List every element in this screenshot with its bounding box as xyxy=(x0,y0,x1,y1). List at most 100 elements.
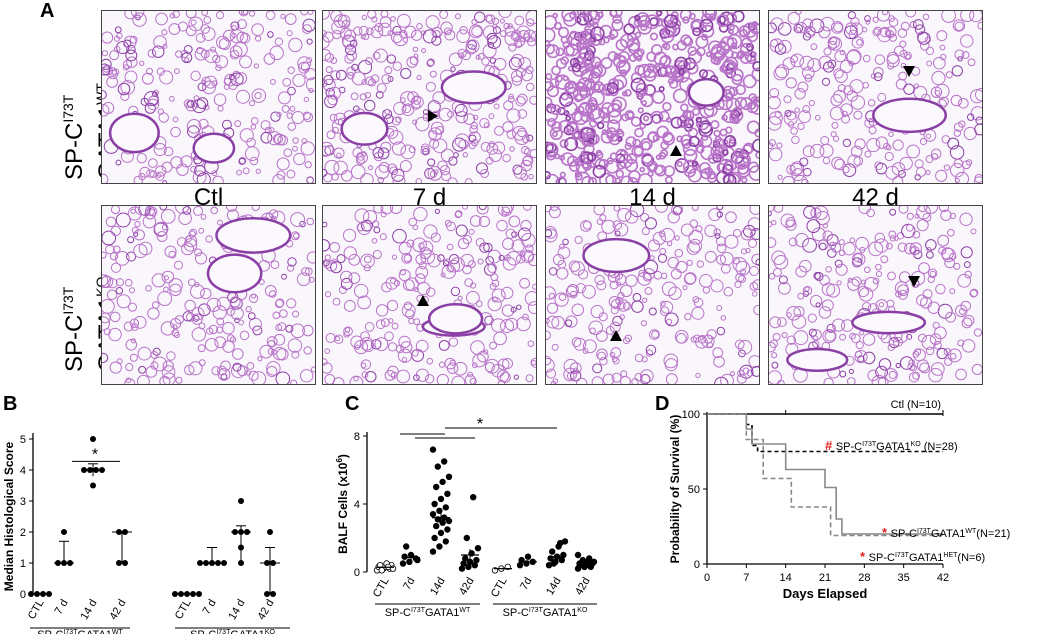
y-tick-label: 1 xyxy=(20,558,26,570)
timepoint-label-14d: 14 d xyxy=(629,184,676,211)
panel-label-d: D xyxy=(655,393,670,415)
histology-image-wt-ctl xyxy=(101,10,316,184)
x-tick-label: 7 d xyxy=(53,598,71,617)
data-point xyxy=(172,591,178,597)
data-point xyxy=(406,558,413,565)
arrowhead-marker xyxy=(908,276,920,287)
x-tick-label: 7d xyxy=(518,576,535,593)
panel-label-b: B xyxy=(3,393,18,415)
data-point xyxy=(574,551,582,559)
x-tick-label: CTL xyxy=(173,598,194,622)
data-point xyxy=(264,591,270,597)
data-point xyxy=(474,544,482,552)
y-tick-label: 3 xyxy=(20,496,26,508)
data-point xyxy=(461,555,469,562)
chart-b-histological-score: 0 1 2 3 4 5 Median Histological Score CTL 7 d 14 … xyxy=(2,433,290,634)
x-tick-label: 7 d xyxy=(201,598,219,617)
x-tick-label: 14 d xyxy=(226,598,247,623)
data-point xyxy=(270,591,276,597)
data-point xyxy=(444,526,451,533)
x-tick-label: 7d xyxy=(401,576,418,593)
x-tick-label: 14 d xyxy=(78,598,99,623)
data-point xyxy=(90,436,96,442)
arrowhead-marker xyxy=(610,330,622,341)
data-point xyxy=(524,553,532,560)
data-point xyxy=(196,591,202,597)
significance-asterisk: * xyxy=(92,446,98,463)
data-point xyxy=(267,529,273,535)
y-tick-label: 0 xyxy=(20,589,26,601)
y-tick-label: 2 xyxy=(20,527,26,539)
histology-image-ko-ctl xyxy=(101,205,316,385)
data-point xyxy=(444,490,451,497)
y-tick-label: 4 xyxy=(354,499,360,511)
x-tick-label: 42 xyxy=(937,572,949,584)
data-point xyxy=(439,478,446,486)
series-label-ctl: Ctl (N=10) xyxy=(891,399,941,411)
group-label: SP-CI73TGATA1KO xyxy=(503,607,588,619)
histology-image-wt-7d xyxy=(322,10,537,184)
data-point xyxy=(429,446,437,453)
histology-image-ko-14d xyxy=(545,205,760,385)
histology-image-ko-42d xyxy=(768,205,983,385)
x-tick-label: 0 xyxy=(704,572,710,584)
data-point xyxy=(378,567,385,574)
x-tick-label: CTL xyxy=(489,576,510,600)
data-point xyxy=(402,543,410,550)
y-axis-label: Probability of Survival (%) xyxy=(668,415,682,564)
arrowhead-marker xyxy=(417,295,429,306)
data-point xyxy=(429,548,437,555)
x-tick-label: 14d xyxy=(544,576,564,598)
data-point xyxy=(437,495,445,503)
y-tick-label: 0 xyxy=(694,559,700,571)
x-tick-label: 14d xyxy=(428,576,448,598)
data-point xyxy=(445,473,453,480)
data-point xyxy=(434,463,441,470)
y-tick-label: 50 xyxy=(688,484,700,496)
data-point xyxy=(431,500,438,508)
panel-label-a: A xyxy=(40,0,55,22)
y-tick-label: 8 xyxy=(354,431,360,443)
data-point xyxy=(436,543,443,550)
group-label: SP-CI73TGATA1WT xyxy=(37,629,123,634)
x-tick-label: 42 d xyxy=(107,598,128,623)
x-tick-label: 42 d xyxy=(255,598,276,623)
x-axis-label: Days Elapsed xyxy=(783,586,868,601)
data-point xyxy=(238,498,244,504)
histology-image-wt-42d xyxy=(768,10,983,184)
x-tick-label: CTL xyxy=(26,598,47,622)
data-point xyxy=(61,529,67,535)
survival-line-gata1-het xyxy=(707,413,943,537)
chart-d-survival: 0 50 100 0 7 14 21 28 35 42 Days Elapsed Probabilit… xyxy=(668,399,1010,601)
data-point xyxy=(399,560,407,567)
x-tick-label: 42d xyxy=(457,576,477,598)
significance-asterisk: * xyxy=(477,416,483,433)
arrowhead-marker xyxy=(670,145,682,156)
arrowhead-marker xyxy=(428,110,438,122)
data-point xyxy=(401,553,408,560)
x-tick-label: 21 xyxy=(819,572,831,584)
data-point xyxy=(585,555,593,562)
timepoint-label-7d: 7 d xyxy=(412,184,447,211)
x-tick-label: 28 xyxy=(858,572,870,584)
y-axis-label: BALF Cells (x106) xyxy=(335,454,350,554)
data-point xyxy=(473,556,480,564)
data-point xyxy=(197,560,203,566)
data-point xyxy=(432,522,440,530)
arrowhead-marker xyxy=(903,66,915,77)
data-point xyxy=(469,493,477,501)
x-tick-label: 7 xyxy=(743,572,749,584)
data-point xyxy=(556,539,564,547)
chart-c-balf-cells: 0 4 8 BALF Cells (x106) CTL 7d 14d 42d CTL 7d 14d 4… xyxy=(335,416,598,619)
data-point xyxy=(221,560,227,566)
y-tick-label: 100 xyxy=(682,409,700,421)
data-point xyxy=(116,560,122,566)
y-tick-label: 5 xyxy=(20,434,26,446)
data-point xyxy=(442,538,449,545)
data-point xyxy=(429,510,437,518)
series-label-gata1-het: * SP-CI73TGATA1HET(N=6) xyxy=(860,549,985,564)
survival-line-gata1-wt xyxy=(707,413,943,535)
timepoint-label-42d: 42 d xyxy=(852,184,899,211)
timepoint-label-ctl: Ctl xyxy=(193,184,224,211)
histology-image-wt-14d xyxy=(545,10,760,184)
